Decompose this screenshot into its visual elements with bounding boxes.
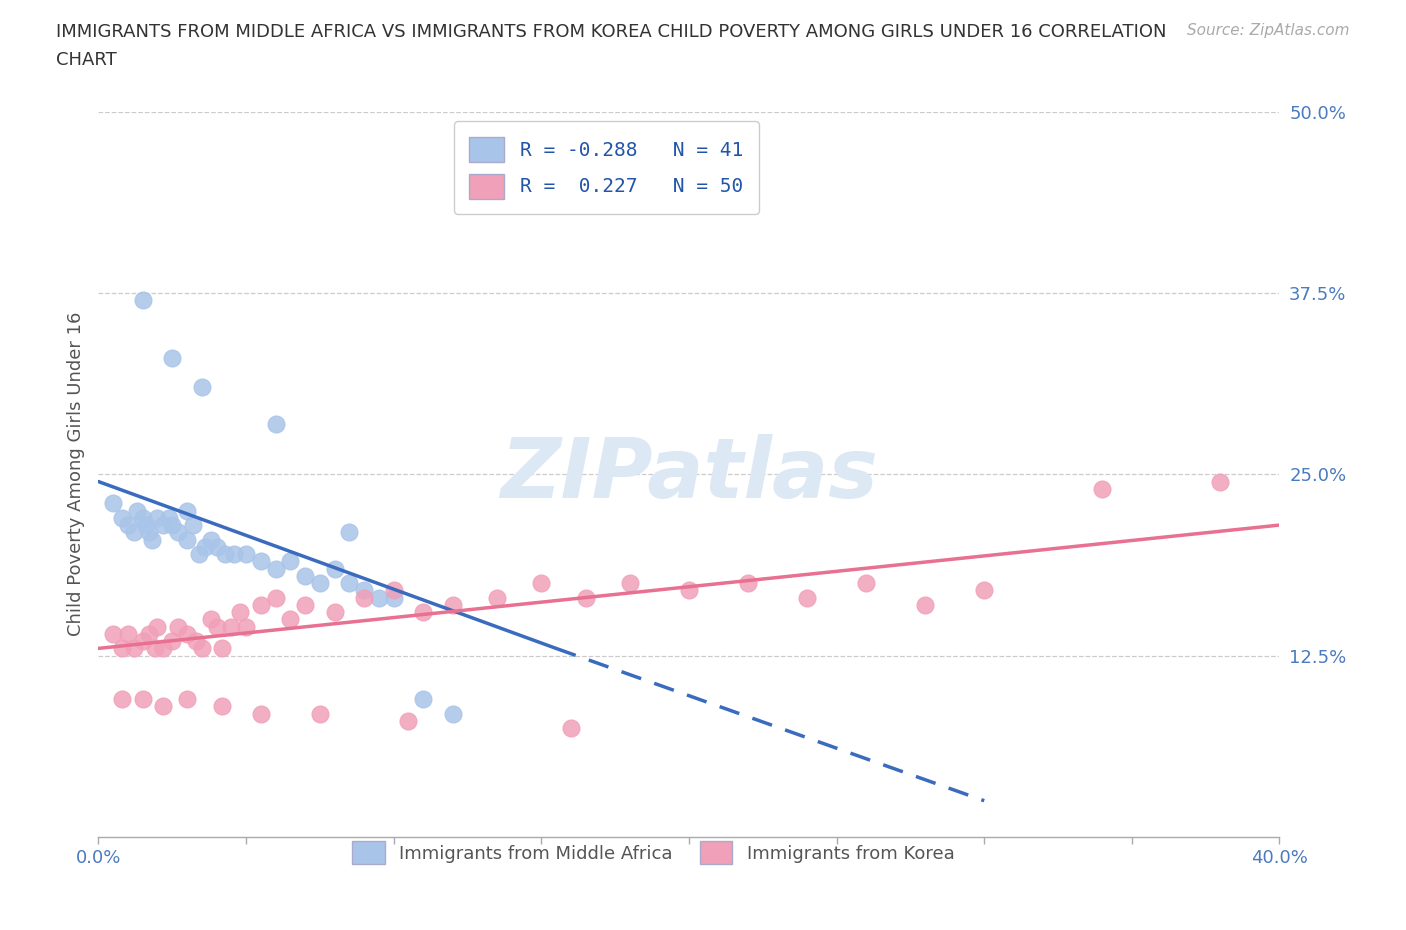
Point	[1209, 474, 1232, 489]
Point	[280, 612, 302, 627]
Point	[224, 547, 246, 562]
Point	[309, 706, 332, 721]
Point	[294, 568, 316, 583]
Point	[353, 583, 375, 598]
Point	[382, 583, 405, 598]
Point	[103, 627, 125, 642]
Point	[214, 547, 236, 562]
Point	[264, 591, 287, 605]
Point	[211, 641, 233, 656]
Point	[191, 379, 214, 394]
Point	[323, 561, 346, 576]
Point	[250, 706, 273, 721]
Point	[530, 576, 553, 591]
Point	[132, 633, 155, 648]
Point	[619, 576, 641, 591]
Point	[176, 532, 198, 547]
Point	[560, 721, 582, 736]
Point	[678, 583, 700, 598]
Point	[441, 597, 464, 612]
Y-axis label: Child Poverty Among Girls Under 16: Child Poverty Among Girls Under 16	[66, 312, 84, 636]
Point	[135, 518, 157, 533]
Point	[205, 539, 228, 554]
Point	[737, 576, 759, 591]
Point	[132, 692, 155, 707]
Point	[382, 591, 405, 605]
Point	[138, 627, 160, 642]
Point	[176, 627, 198, 642]
Point	[162, 633, 183, 648]
Point	[122, 641, 145, 656]
Point	[855, 576, 877, 591]
Point	[339, 525, 361, 539]
Point	[146, 511, 169, 525]
Point	[486, 591, 509, 605]
Point	[398, 713, 420, 728]
Point	[162, 351, 183, 365]
Text: Source: ZipAtlas.com: Source: ZipAtlas.com	[1187, 23, 1350, 38]
Point	[122, 525, 145, 539]
Point	[167, 525, 190, 539]
Point	[111, 641, 134, 656]
Point	[575, 591, 598, 605]
Point	[368, 591, 391, 605]
Point	[796, 591, 818, 605]
Point	[191, 641, 214, 656]
Point	[235, 547, 257, 562]
Point	[205, 619, 228, 634]
Text: CHART: CHART	[56, 51, 117, 69]
Point	[441, 706, 464, 721]
Point	[264, 416, 287, 431]
Point	[117, 627, 139, 642]
Point	[152, 518, 174, 533]
Point	[181, 518, 204, 533]
Point	[914, 597, 936, 612]
Point	[132, 511, 155, 525]
Point	[339, 576, 361, 591]
Text: IMMIGRANTS FROM MIDDLE AFRICA VS IMMIGRANTS FROM KOREA CHILD POVERTY AMONG GIRLS: IMMIGRANTS FROM MIDDLE AFRICA VS IMMIGRA…	[56, 23, 1167, 41]
Point	[125, 503, 148, 518]
Point	[176, 692, 198, 707]
Text: ZIPatlas: ZIPatlas	[501, 433, 877, 515]
Point	[264, 561, 287, 576]
Point	[250, 597, 273, 612]
Point	[141, 532, 163, 547]
Point	[176, 503, 198, 518]
Point	[194, 539, 217, 554]
Point	[184, 633, 207, 648]
Point	[111, 511, 134, 525]
Point	[973, 583, 995, 598]
Point	[146, 619, 169, 634]
Point	[250, 554, 273, 569]
Point	[200, 612, 222, 627]
Point	[221, 619, 243, 634]
Point	[200, 532, 222, 547]
Point	[132, 293, 155, 308]
Point	[117, 518, 139, 533]
Point	[211, 699, 233, 714]
Point	[235, 619, 257, 634]
Point	[162, 518, 183, 533]
Point	[152, 641, 174, 656]
Point	[103, 496, 125, 511]
Point	[323, 604, 346, 619]
Point	[229, 604, 252, 619]
Point	[412, 604, 434, 619]
Point	[353, 591, 375, 605]
Legend: Immigrants from Middle Africa, Immigrants from Korea: Immigrants from Middle Africa, Immigrant…	[337, 827, 969, 879]
Point	[111, 692, 134, 707]
Point	[187, 547, 209, 562]
Point	[309, 576, 332, 591]
Point	[1091, 482, 1114, 497]
Point	[152, 699, 174, 714]
Point	[280, 554, 302, 569]
Point	[138, 525, 160, 539]
Point	[143, 641, 166, 656]
Point	[157, 511, 180, 525]
Point	[412, 692, 434, 707]
Point	[167, 619, 190, 634]
Point	[294, 597, 316, 612]
